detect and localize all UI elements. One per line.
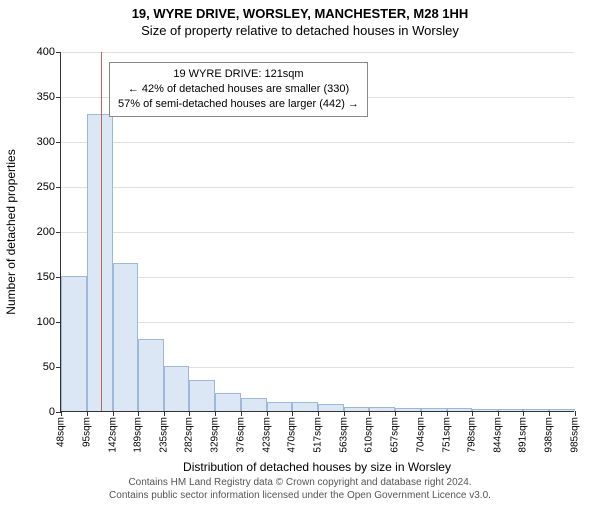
histogram-bar [189,380,215,412]
x-tick-label: 985sqm [570,411,581,453]
histogram-bar [138,339,164,411]
property-marker-line [101,52,102,411]
y-tick-mark [56,97,61,98]
histogram-bar [267,402,293,411]
y-axis-label: Number of detached properties [4,149,18,314]
y-tick-mark [56,52,61,53]
x-tick-label: 563sqm [338,411,349,453]
x-tick-label: 844sqm [492,411,503,453]
x-tick-label: 704sqm [415,411,426,453]
x-tick-label: 657sqm [390,411,401,453]
x-tick-label: 938sqm [544,411,555,453]
histogram-bar [113,263,139,412]
histogram-bar [164,366,190,411]
x-tick-label: 235sqm [158,411,169,453]
x-tick-label: 48sqm [56,411,67,447]
page-title: 19, WYRE DRIVE, WORSLEY, MANCHESTER, M28… [0,6,600,21]
x-tick-label: 95sqm [81,411,92,447]
infobox-line: 57% of semi-detached houses are larger (… [118,97,359,112]
infobox-line: 19 WYRE DRIVE: 121sqm [118,67,359,82]
grid-line [61,232,574,233]
histogram-chart: 05010015020025030035040048sqm95sqm142sqm… [60,52,574,412]
x-tick-label: 470sqm [287,411,298,453]
histogram-bar [87,114,113,411]
x-tick-label: 610sqm [364,411,375,453]
x-tick-label: 189sqm [133,411,144,453]
histogram-bar [241,398,267,412]
infobox-line: ← 42% of detached houses are smaller (33… [118,82,359,97]
histogram-bar [318,404,344,411]
grid-line [61,142,574,143]
y-tick-mark [56,142,61,143]
footer-line-2: Contains public sector information licen… [0,489,600,502]
grid-line [61,187,574,188]
x-tick-label: 282sqm [184,411,195,453]
footer-attribution: Contains HM Land Registry data © Crown c… [0,476,600,502]
y-tick-mark [56,232,61,233]
grid-line [61,52,574,53]
x-tick-label: 376sqm [235,411,246,453]
histogram-bar [292,402,318,411]
property-info-box: 19 WYRE DRIVE: 121sqm← 42% of detached h… [109,62,368,117]
y-tick-mark [56,187,61,188]
plot-area: 05010015020025030035040048sqm95sqm142sqm… [60,52,574,412]
page-subtitle: Size of property relative to detached ho… [0,23,600,38]
x-tick-label: 329sqm [210,411,221,453]
footer-line-1: Contains HM Land Registry data © Crown c… [0,476,600,489]
x-axis-label: Distribution of detached houses by size … [60,460,574,474]
x-tick-label: 891sqm [518,411,529,453]
x-tick-label: 751sqm [441,411,452,453]
x-tick-label: 423sqm [261,411,272,453]
histogram-bar [215,393,241,411]
histogram-bar [61,276,87,411]
x-tick-label: 517sqm [313,411,324,453]
x-tick-label: 798sqm [467,411,478,453]
x-tick-label: 142sqm [107,411,118,453]
